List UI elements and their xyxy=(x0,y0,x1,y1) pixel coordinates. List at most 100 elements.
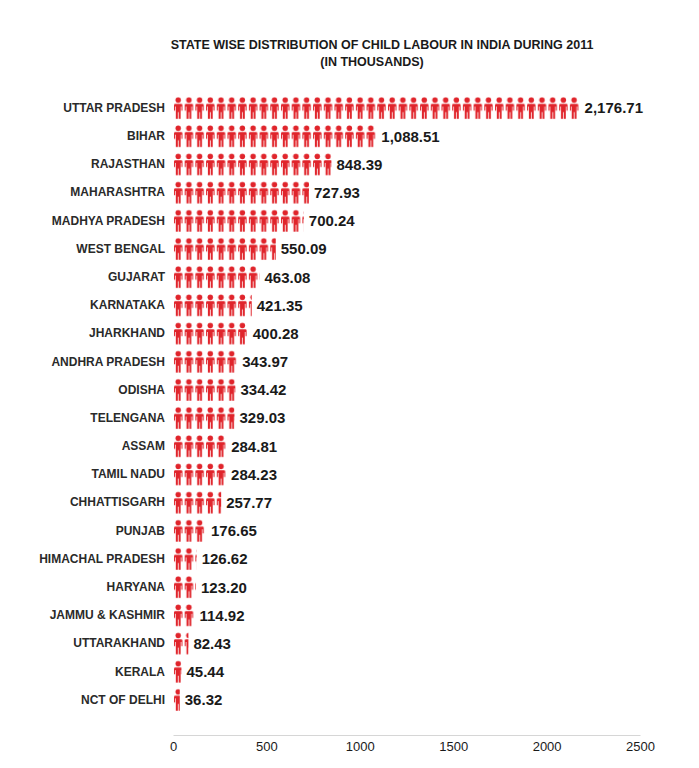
y-tick: CHHATTISGARH xyxy=(70,495,173,509)
x-tick: 2000 xyxy=(533,735,562,754)
y-tick: HARYANA xyxy=(107,580,173,594)
y-tick-label: BIHAR xyxy=(127,129,165,143)
y-tick: KERALA xyxy=(115,665,173,679)
data-label: 400.28 xyxy=(253,325,299,342)
data-label: 463.08 xyxy=(265,269,311,286)
data-labels: 2,176.71 1,088.51 848.39 727.93 700.24 550.09… xyxy=(185,99,643,708)
bar xyxy=(173,210,304,233)
data-label: 82.43 xyxy=(193,635,231,652)
y-tick: WEST BENGAL xyxy=(76,242,173,256)
bar xyxy=(173,463,226,486)
bar xyxy=(173,689,180,712)
x-tick: 0 xyxy=(170,735,177,754)
y-tick: TELENGANA xyxy=(90,411,173,425)
y-tick: JAMMU & KASHMIR xyxy=(50,608,173,622)
y-tick: TAMIL NADU xyxy=(91,467,173,481)
bar xyxy=(173,125,376,148)
y-tick-label: TAMIL NADU xyxy=(91,467,165,481)
x-tick-label: 500 xyxy=(256,739,278,754)
x-tick: 500 xyxy=(256,735,278,754)
data-label: 114.92 xyxy=(199,607,244,624)
x-tick-label: 1500 xyxy=(439,739,468,754)
bar xyxy=(173,632,188,655)
data-label: 284.23 xyxy=(231,466,277,483)
y-tick: MADHYA PRADESH xyxy=(52,214,173,228)
y-tick-label: UTTARAKHAND xyxy=(73,636,165,650)
y-tick: RAJASTHAN xyxy=(91,157,173,171)
y-tick: KARNATAKA xyxy=(90,298,173,312)
x-tick-label: 0 xyxy=(170,739,177,754)
y-tick: BIHAR xyxy=(127,129,173,143)
chart: STATE WISE DISTRIBUTION OF CHILD LABOUR … xyxy=(0,0,699,768)
data-label: 284.81 xyxy=(231,438,277,455)
bar xyxy=(173,379,235,402)
x-tick: 1000 xyxy=(346,735,375,754)
y-tick: JHARKHAND xyxy=(89,326,173,340)
y-tick-label: ANDHRA PRADESH xyxy=(51,355,165,369)
data-label: 1,088.51 xyxy=(381,128,439,145)
y-axis: UTTAR PRADESH BIHAR RAJASTHAN MAHARASHTRA MA… xyxy=(39,101,173,707)
y-tick: NCT OF DELHI xyxy=(81,693,173,707)
y-tick-label: TELENGANA xyxy=(90,411,165,425)
bar xyxy=(173,604,194,627)
y-tick-label: WEST BENGAL xyxy=(76,242,165,256)
y-tick-label: MADHYA PRADESH xyxy=(52,214,165,228)
data-label: 343.97 xyxy=(242,353,288,370)
plot-area xyxy=(173,97,580,711)
bar xyxy=(173,660,181,683)
bar xyxy=(173,181,309,204)
bar xyxy=(173,266,260,289)
x-tick: 1500 xyxy=(439,735,468,754)
data-label: 123.20 xyxy=(201,579,247,596)
y-tick-label: HIMACHAL PRADESH xyxy=(39,552,165,566)
y-tick: PUNJAB xyxy=(116,524,173,538)
y-tick-label: PUNJAB xyxy=(116,524,166,538)
data-label: 126.62 xyxy=(202,550,248,567)
y-tick-label: GUJARAT xyxy=(108,270,166,284)
y-tick: MAHARASHTRA xyxy=(70,185,173,199)
x-axis-line xyxy=(174,735,641,736)
bar xyxy=(173,153,331,176)
bar xyxy=(173,491,221,514)
data-label: 36.32 xyxy=(185,691,223,708)
bar xyxy=(173,238,276,261)
data-label: 334.42 xyxy=(240,381,286,398)
y-tick: UTTARAKHAND xyxy=(73,636,173,650)
x-tick-label: 1000 xyxy=(346,739,375,754)
bar xyxy=(173,520,206,543)
bar xyxy=(173,576,196,599)
y-tick-label: JHARKHAND xyxy=(89,326,165,340)
data-label: 727.93 xyxy=(314,184,360,201)
bar xyxy=(173,548,197,571)
y-tick-label: NCT OF DELHI xyxy=(81,693,165,707)
subtitle: (IN THOUSANDS) xyxy=(320,55,423,69)
y-tick-label: ODISHA xyxy=(118,383,165,397)
y-tick: ANDHRA PRADESH xyxy=(51,355,173,369)
title: STATE WISE DISTRIBUTION OF CHILD LABOUR … xyxy=(171,38,594,52)
data-label: 329.03 xyxy=(239,409,285,426)
data-label: 45.44 xyxy=(186,663,224,680)
y-tick-label: MAHARASHTRA xyxy=(70,185,165,199)
data-label: 848.39 xyxy=(336,156,382,173)
y-tick: ASSAM xyxy=(122,439,173,453)
y-tick: ODISHA xyxy=(118,383,173,397)
y-tick-label: HARYANA xyxy=(107,580,166,594)
bar xyxy=(173,322,248,345)
data-label: 2,176.71 xyxy=(585,99,643,116)
bar xyxy=(173,294,252,317)
data-label: 550.09 xyxy=(281,240,327,257)
bar xyxy=(173,407,234,430)
y-tick-label: JAMMU & KASHMIR xyxy=(50,608,166,622)
bar xyxy=(173,97,580,120)
data-label: 257.77 xyxy=(226,494,272,511)
x-tick-label: 2000 xyxy=(533,739,562,754)
y-tick-label: UTTAR PRADESH xyxy=(63,101,165,115)
bar xyxy=(173,435,226,458)
bar xyxy=(173,350,237,373)
data-label: 700.24 xyxy=(309,212,356,229)
data-label: 421.35 xyxy=(257,297,303,314)
x-axis: 0 500 1000 1500 2000 2500 xyxy=(170,735,655,754)
x-tick-label: 2500 xyxy=(626,739,655,754)
y-tick: UTTAR PRADESH xyxy=(63,101,173,115)
y-tick-label: KARNATAKA xyxy=(90,298,165,312)
